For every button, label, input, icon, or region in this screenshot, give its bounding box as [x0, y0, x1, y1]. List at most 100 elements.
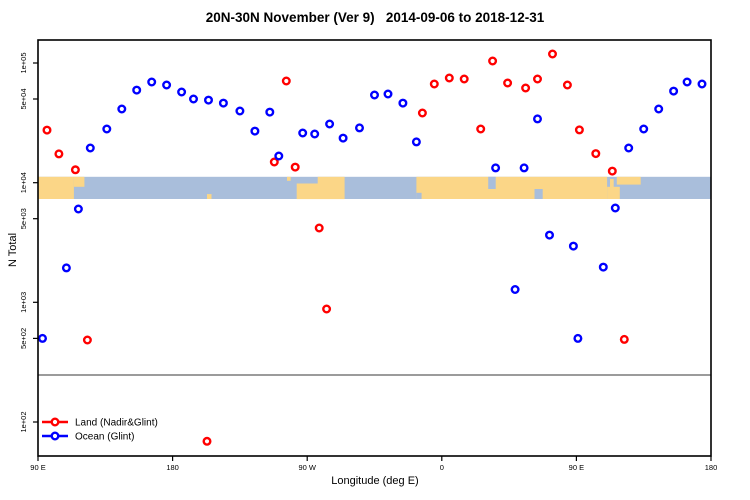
map-band-land-segment: [616, 176, 641, 185]
y-tick-label: 1e+03: [19, 292, 28, 313]
legend-label: Land (Nadir&Glint): [75, 418, 158, 429]
data-point-land: [269, 157, 279, 167]
data-point-ocean: [203, 95, 213, 105]
chart-title: 20N-30N November (Ver 9) 2014-09-06 to 2…: [205, 10, 545, 25]
y-axis-label: N Total: [7, 232, 19, 268]
data-point-land: [476, 124, 486, 134]
data-point-ocean: [519, 163, 529, 173]
data-point-ocean: [598, 262, 608, 272]
data-point-land: [533, 74, 543, 84]
data-point-ocean: [682, 77, 692, 87]
data-point-land: [54, 149, 64, 159]
y-tick-label: 1e+02: [19, 411, 28, 432]
data-point-ocean: [325, 119, 335, 129]
data-point-ocean: [61, 263, 71, 273]
data-point-ocean: [355, 123, 365, 133]
data-point-land: [82, 335, 92, 345]
data-point-ocean: [117, 104, 127, 114]
data-point-ocean: [654, 104, 664, 114]
data-point-ocean: [338, 133, 348, 143]
x-tick-label: 180: [166, 463, 179, 472]
x-tick-label: 90 W: [298, 463, 316, 472]
data-point-ocean: [250, 126, 260, 136]
data-point-ocean: [639, 124, 649, 134]
data-point-ocean: [411, 137, 421, 147]
data-point-ocean: [85, 143, 95, 153]
map-band-land-segment: [207, 194, 212, 199]
plot-box: [37, 39, 712, 457]
data-point-ocean: [102, 124, 112, 134]
data-point-ocean: [188, 94, 198, 104]
data-point-ocean: [235, 106, 245, 116]
data-point-land: [503, 78, 513, 88]
map-band-land-segment: [610, 179, 614, 188]
data-point-land: [574, 125, 584, 135]
data-point-ocean: [73, 204, 83, 214]
data-point-land: [322, 304, 332, 314]
data-point-ocean: [545, 230, 555, 240]
data-point-ocean: [147, 77, 157, 87]
legend-marker: [50, 417, 60, 427]
data-point-land: [444, 73, 454, 83]
x-tick-label: 90 E: [30, 463, 45, 472]
data-point-ocean: [398, 98, 408, 108]
map-band-land-segment: [416, 176, 608, 199]
y-tick-label: 5e+04: [19, 88, 28, 109]
map-band-land-segment: [38, 176, 74, 199]
y-tick-label: 5e+03: [19, 208, 28, 229]
data-point-ocean: [370, 90, 380, 100]
data-point-land: [281, 76, 291, 86]
data-point-ocean: [573, 333, 583, 343]
data-point-land: [417, 108, 427, 118]
data-point-ocean: [132, 85, 142, 95]
data-point-land: [562, 80, 572, 90]
map-band-land-segment: [607, 186, 620, 199]
data-point-ocean: [162, 80, 172, 90]
y-tick-label: 1e+04: [19, 172, 28, 193]
data-point-ocean: [310, 129, 320, 139]
map-band-land-segment: [296, 183, 345, 200]
data-point-land: [607, 166, 617, 176]
x-axis-label: Longitude (deg E): [331, 475, 419, 487]
data-point-ocean: [568, 241, 578, 251]
map-band-ocean-segment: [416, 192, 422, 199]
data-point-land: [202, 436, 212, 446]
data-point-ocean: [610, 203, 620, 213]
data-point-ocean: [274, 151, 284, 161]
map-band-land-segment: [73, 176, 85, 187]
map-band-land-segment: [317, 176, 345, 184]
data-point-land: [459, 74, 469, 84]
y-tick-label: 5e+02: [19, 328, 28, 349]
data-point-ocean: [697, 79, 707, 89]
data-point-ocean: [265, 107, 275, 117]
data-point-ocean: [38, 333, 48, 343]
map-band-ocean-segment: [534, 189, 543, 199]
data-point-land: [619, 334, 629, 344]
data-point-land: [521, 83, 531, 93]
data-point-land: [488, 56, 498, 66]
map-band-ocean-segment: [488, 176, 496, 189]
legend-marker: [50, 431, 60, 441]
data-point-ocean: [218, 98, 228, 108]
data-point-ocean: [298, 128, 308, 138]
map-band-land-segment: [287, 176, 291, 181]
data-point-land: [314, 223, 324, 233]
legend-label: Ocean (Glint): [75, 432, 134, 443]
data-point-land: [591, 149, 601, 159]
data-point-land: [290, 162, 300, 172]
data-point-land: [548, 49, 558, 59]
x-tick-label: 90 E: [569, 463, 584, 472]
data-point-land: [42, 125, 52, 135]
data-point-ocean: [669, 86, 679, 96]
data-point-land: [429, 79, 439, 89]
y-tick-label: 1e+05: [19, 52, 28, 73]
data-point-ocean: [491, 163, 501, 173]
x-tick-label: 180: [705, 463, 718, 472]
data-point-land: [70, 165, 80, 175]
data-point-ocean: [533, 114, 543, 124]
x-tick-label: 0: [440, 463, 444, 472]
data-point-ocean: [624, 143, 634, 153]
data-point-ocean: [383, 89, 393, 99]
